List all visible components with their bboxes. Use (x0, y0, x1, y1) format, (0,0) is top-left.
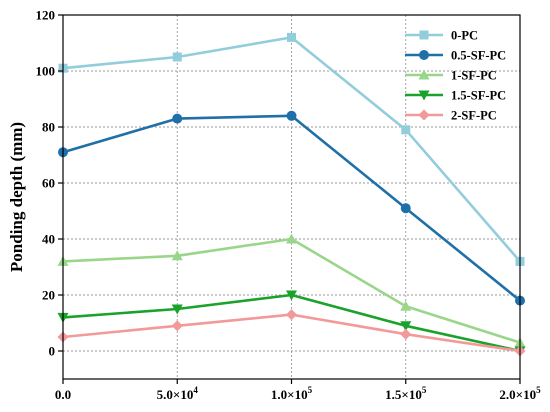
data-point (286, 233, 297, 244)
legend-label: 0.5-SF-PC (451, 49, 506, 63)
x-tick-label: 2.0×105 (499, 385, 541, 402)
axis-ticks: 0 20 40 60 80 100 120 0.0 5.0×104 1.0×105 1.5×105 2… (36, 8, 542, 403)
legend-entry: 0-PC (405, 29, 478, 43)
data-point (286, 309, 297, 321)
data-point (286, 110, 297, 121)
legend-entry: 2-SF-PC (405, 109, 497, 123)
legend-entry: 0.5-SF-PC (405, 49, 506, 63)
y-tick-label: 120 (36, 8, 56, 23)
x-tick-label: 1.5×105 (385, 385, 427, 402)
data-point (400, 328, 412, 340)
y-tick-label: 100 (36, 64, 56, 79)
data-point (287, 32, 296, 42)
data-point (171, 320, 183, 332)
series-0.5-SF-PC (58, 110, 525, 306)
data-point (172, 52, 182, 62)
legend-label: 1-SF-PC (451, 69, 497, 83)
legend-swatch-marker (418, 109, 430, 121)
legend-swatch-marker (418, 69, 430, 80)
x-tick-exponent: 5 (422, 385, 427, 395)
x-tick-exponent: 5 (536, 385, 541, 395)
y-tick-label: 40 (42, 232, 55, 247)
legend-swatch-marker (419, 50, 429, 60)
data-point (171, 304, 183, 315)
x-tick-exponent: 5 (308, 385, 313, 395)
y-tick-label: 0 (49, 344, 56, 359)
series-lines (57, 32, 526, 357)
legend-label: 0-PC (451, 29, 478, 43)
data-point (400, 203, 411, 214)
y-tick-label: 20 (42, 288, 55, 303)
series-2-SF-PC (57, 309, 526, 357)
legend-swatch-marker (418, 90, 430, 101)
data-point (171, 250, 183, 261)
data-point (286, 290, 297, 301)
x-tick-label: 5.0×104 (157, 385, 199, 402)
data-point (400, 321, 412, 332)
legend: 0-PC 0.5-SF-PC 1-SF-PC 1.5-SF-PC 2-SF-PC (405, 29, 506, 123)
data-point (401, 125, 411, 135)
x-tick-exponent: 4 (193, 385, 198, 395)
grid (63, 15, 520, 379)
legend-label: 1.5-SF-PC (451, 89, 506, 103)
data-point (400, 300, 412, 311)
y-axis-title: Ponding depth (mm) (7, 122, 26, 272)
x-tick-label: 1.0×105 (271, 385, 313, 402)
legend-label: 2-SF-PC (451, 109, 497, 123)
y-tick-label: 80 (42, 120, 55, 135)
legend-entry: 1.5-SF-PC (405, 89, 506, 103)
series-1-SF-PC (57, 233, 526, 348)
x-tick-label: 0.0 (55, 387, 71, 402)
y-tick-label: 60 (42, 176, 55, 191)
data-point (172, 113, 183, 124)
legend-entry: 1-SF-PC (405, 69, 497, 83)
legend-swatch-marker (419, 30, 429, 40)
